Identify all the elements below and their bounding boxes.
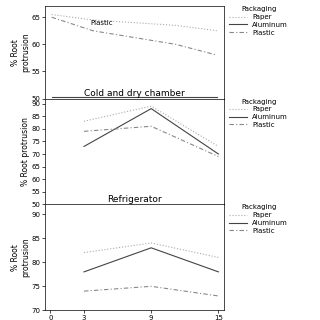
Legend: Paper, Aluminum, Plastic: Paper, Aluminum, Plastic	[229, 204, 288, 234]
Text: Plastic: Plastic	[90, 20, 113, 26]
Y-axis label: % Root protrusion: % Root protrusion	[21, 117, 30, 186]
Title: Cold and dry chamber: Cold and dry chamber	[84, 89, 185, 98]
Y-axis label: % Root
protrusion: % Root protrusion	[11, 33, 30, 72]
Legend: Paper, Aluminum, Plastic: Paper, Aluminum, Plastic	[229, 6, 288, 36]
Legend: Paper, Aluminum, Plastic: Paper, Aluminum, Plastic	[229, 99, 288, 128]
Title: Refrigerator: Refrigerator	[107, 195, 162, 204]
Y-axis label: % Root
protrusion: % Root protrusion	[11, 238, 30, 277]
X-axis label: Storage period (months): Storage period (months)	[87, 111, 181, 120]
X-axis label: Storage period (months): Storage period (months)	[87, 217, 181, 227]
